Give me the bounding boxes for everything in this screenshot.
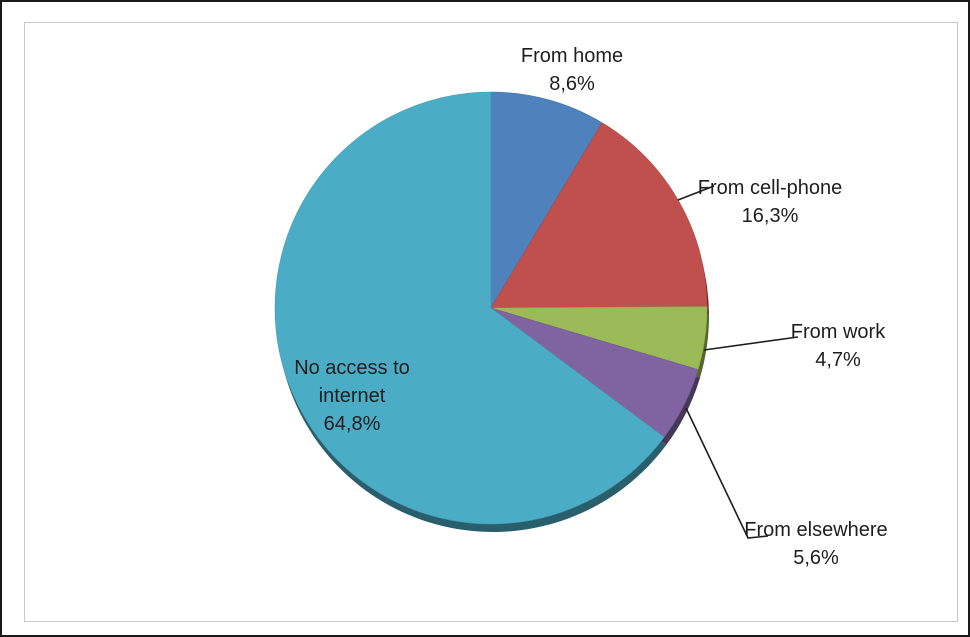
data-label-text: From cell-phone xyxy=(698,177,843,199)
data-label-value: 64,8% xyxy=(324,413,381,435)
leader-lines xyxy=(677,185,799,539)
data-label-from-work: From work 4,7% xyxy=(791,321,886,371)
pie-slice-from-home xyxy=(490,91,603,310)
leader-line-3 xyxy=(703,336,799,351)
data-label-text: No access to xyxy=(294,357,410,379)
data-label-no-access-to-internet: No access to internet 64,8% xyxy=(294,357,410,435)
pie-slice-from-cell-phone xyxy=(490,122,708,309)
data-label-value: 5,6% xyxy=(793,547,839,569)
data-label-value: 8,6% xyxy=(549,73,595,95)
leader-line-2 xyxy=(677,185,715,201)
data-labels: From home 8,6% From cell-phone 16,3% From wo… xyxy=(294,45,888,569)
data-label-value: 16,3% xyxy=(742,205,799,227)
data-label-from-elsewhere: From elsewhere 5,6% xyxy=(744,519,887,569)
data-label-text: From work xyxy=(791,321,886,343)
data-label-from-cell-phone: From cell-phone 16,3% xyxy=(698,177,843,227)
data-label-text: From home xyxy=(521,45,623,67)
data-label-from-home: From home 8,6% xyxy=(521,45,623,95)
data-label-text: From elsewhere xyxy=(744,519,887,541)
data-label-text: internet xyxy=(319,385,386,407)
data-label-value: 4,7% xyxy=(815,349,861,371)
pie-slice-no-access-to-internet xyxy=(274,91,665,525)
pie-slices xyxy=(274,91,708,525)
leader-line-4 xyxy=(685,407,769,539)
